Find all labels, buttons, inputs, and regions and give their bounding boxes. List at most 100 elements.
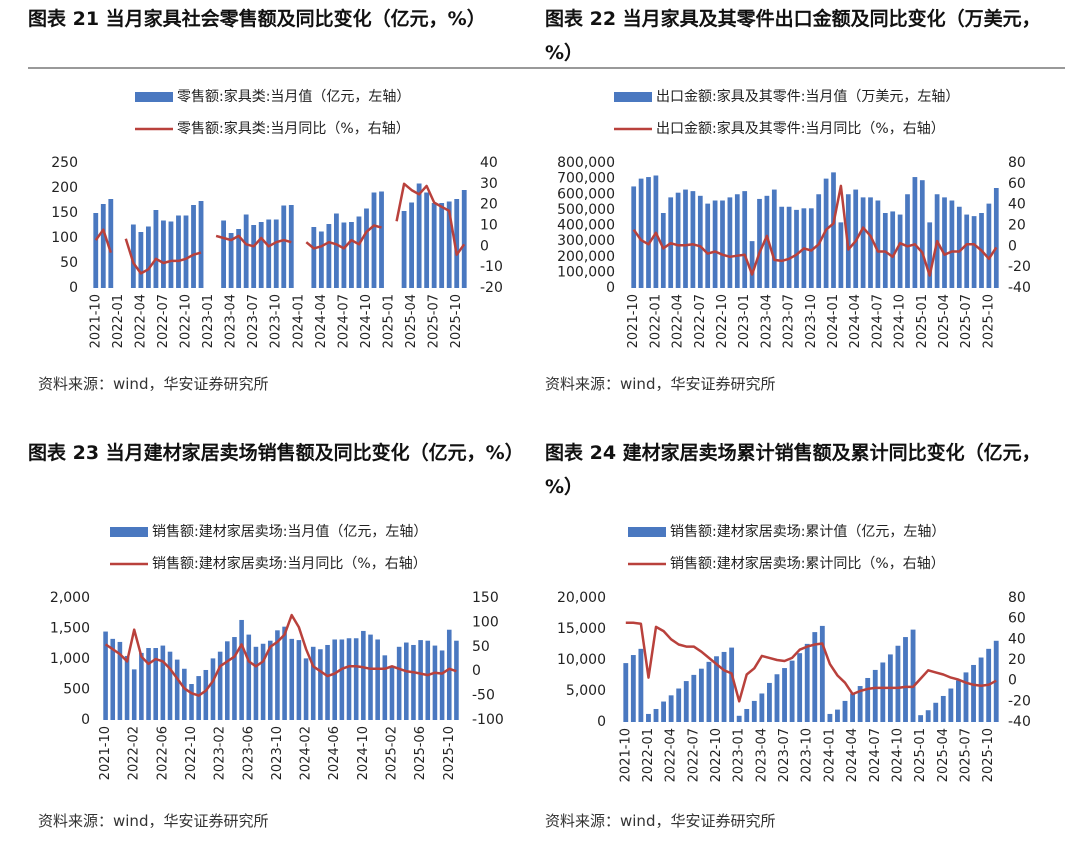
chart-title: 图表 21 当月家具社会零售额及同比变化（亿元，%） xyxy=(28,8,486,30)
x-tick-label: 2021-10 xyxy=(618,728,633,782)
bar xyxy=(705,203,711,288)
bar xyxy=(949,200,955,288)
bar xyxy=(318,649,323,720)
chart-title: 图表 22 当月家具及其零件出口金额及同比变化（万美元，%） xyxy=(545,8,1041,64)
legend-swatch xyxy=(110,527,148,537)
x-tick-label: 2025-10 xyxy=(449,294,464,348)
bar xyxy=(273,219,279,288)
bar xyxy=(289,638,295,720)
x-tick-label: 2023-10 xyxy=(800,728,815,782)
bar xyxy=(804,643,810,722)
bar xyxy=(623,663,629,722)
bar xyxy=(759,693,765,722)
y-tick-label: 300,000 xyxy=(557,233,615,249)
y-tick-label: 5,000 xyxy=(566,683,606,699)
source-note: 资料来源：wind，华安证券研究所 xyxy=(38,375,269,393)
y-tick-label: 600,000 xyxy=(557,186,615,202)
bar xyxy=(963,672,969,722)
bar xyxy=(797,653,803,722)
bar xyxy=(993,188,999,288)
bar xyxy=(734,194,740,288)
bar xyxy=(176,215,181,288)
bar xyxy=(819,625,825,722)
bar xyxy=(454,640,459,720)
x-tick-label: 2023-04 xyxy=(224,294,239,348)
bar xyxy=(191,205,196,288)
bar xyxy=(919,180,925,288)
legend-label: 零售额:家具类:当月同比（%，右轴） xyxy=(177,120,410,137)
bar xyxy=(757,198,762,288)
y-tick-label: 200,000 xyxy=(557,249,615,265)
bar xyxy=(210,658,216,720)
bar xyxy=(203,669,209,720)
y2-tick-label: 60 xyxy=(1008,176,1026,192)
legend-label: 销售额:建材家居卖场:当月值（亿元，左轴） xyxy=(152,523,427,540)
bar xyxy=(117,641,123,720)
x-tick-label: 2023-10 xyxy=(270,726,285,780)
bar xyxy=(890,211,896,288)
x-tick-label: 2024-07 xyxy=(336,294,351,348)
bar xyxy=(108,199,114,288)
legend-label: 零售额:家具类:当月值（亿元，左轴） xyxy=(177,88,410,105)
bar xyxy=(721,651,727,722)
bar xyxy=(676,688,682,722)
x-tick-label: 2023-02 xyxy=(213,726,228,780)
y2-tick-label: 80 xyxy=(1008,590,1026,606)
x-tick-label: 2022-04 xyxy=(664,728,679,782)
bar xyxy=(827,713,833,722)
bar xyxy=(971,664,976,722)
bar xyxy=(905,194,910,288)
bar xyxy=(266,219,272,288)
bar xyxy=(744,708,750,722)
bar xyxy=(646,177,651,288)
y2-tick-label: 0 xyxy=(472,663,481,679)
bar xyxy=(332,639,337,720)
x-tick-label: 2023-07 xyxy=(782,294,797,348)
bar xyxy=(198,201,204,288)
bar xyxy=(267,640,273,720)
bar xyxy=(646,713,651,722)
y2-tick-label: 0 xyxy=(1008,673,1017,689)
bar xyxy=(396,646,402,720)
x-tick-label: 2024-10 xyxy=(890,728,905,782)
y-tick-label: 0 xyxy=(597,714,606,730)
y2-tick-label: 20 xyxy=(480,197,498,213)
source-note: 资料来源：wind，华安证券研究所 xyxy=(38,812,269,830)
y-tick-label: 0 xyxy=(69,280,78,296)
bar xyxy=(236,229,242,288)
x-tick-label: 2025-04 xyxy=(937,294,952,348)
bar xyxy=(774,674,780,722)
y2-tick-label: -100 xyxy=(472,712,504,728)
bar xyxy=(786,206,792,288)
bar xyxy=(310,646,316,720)
x-tick-label: 2024-04 xyxy=(848,294,863,348)
bar xyxy=(182,668,187,720)
y-tick-label: 10,000 xyxy=(557,652,606,668)
y2-tick-label: 60 xyxy=(1008,611,1026,627)
x-tick-label: 2023-06 xyxy=(241,726,256,780)
x-tick-label: 2021-10 xyxy=(88,294,103,348)
y-tick-label: 700,000 xyxy=(557,171,615,187)
bar xyxy=(131,669,137,720)
bar xyxy=(764,195,770,288)
bar xyxy=(461,190,467,288)
y2-tick-label: -20 xyxy=(1008,259,1031,275)
y2-tick-label: -40 xyxy=(1008,280,1031,296)
bar xyxy=(260,643,266,720)
bar xyxy=(138,232,144,288)
bar xyxy=(865,677,871,722)
x-tick-label: 2025-07 xyxy=(958,728,973,782)
x-tick-label: 2023-01 xyxy=(732,728,747,782)
bar xyxy=(630,655,636,722)
bar xyxy=(356,216,362,288)
bar xyxy=(253,646,259,720)
bar xyxy=(698,668,704,722)
bar xyxy=(948,688,954,722)
bar xyxy=(683,681,689,722)
x-tick-label: 2022-07 xyxy=(693,294,708,348)
bar xyxy=(318,231,324,288)
bar xyxy=(446,201,452,288)
x-tick-label: 2025-01 xyxy=(382,294,397,348)
bar xyxy=(749,241,755,288)
